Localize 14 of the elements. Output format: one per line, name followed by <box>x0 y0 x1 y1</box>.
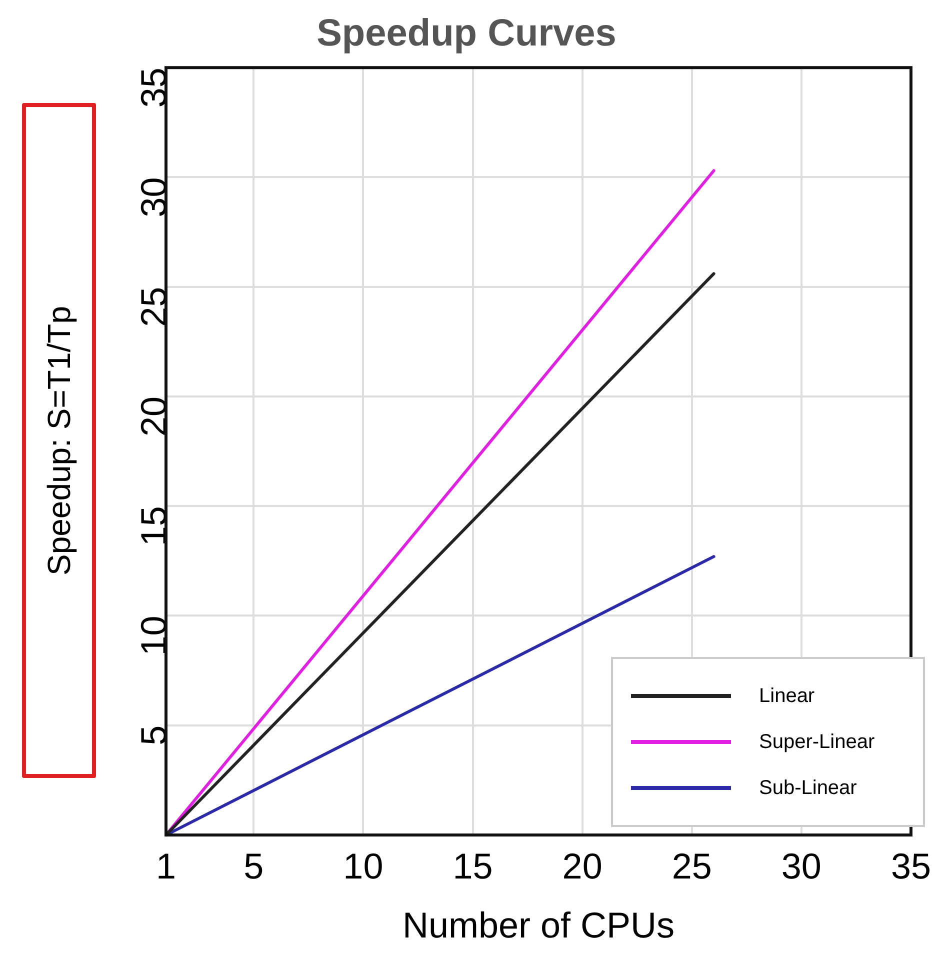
legend-label: Sub-Linear <box>759 776 857 800</box>
legend-label: Super-Linear <box>759 730 875 754</box>
x-tick-label: 5 <box>244 846 264 887</box>
x-tick-label: 25 <box>672 846 712 887</box>
x-tick-label: 15 <box>452 846 493 887</box>
x-tick-label: 35 <box>890 846 931 887</box>
y-axis-title: Speedup: S=T1/Tp <box>40 306 78 576</box>
x-tick-label: 30 <box>781 846 822 887</box>
legend-label: Linear <box>759 684 815 708</box>
x-tick-label: 10 <box>343 846 384 887</box>
x-tick-label: 1 <box>156 846 176 887</box>
x-tick-label: 20 <box>562 846 602 887</box>
chart-title: Speedup Curves <box>316 12 616 54</box>
x-axis-title: Number of CPUs <box>402 904 675 946</box>
